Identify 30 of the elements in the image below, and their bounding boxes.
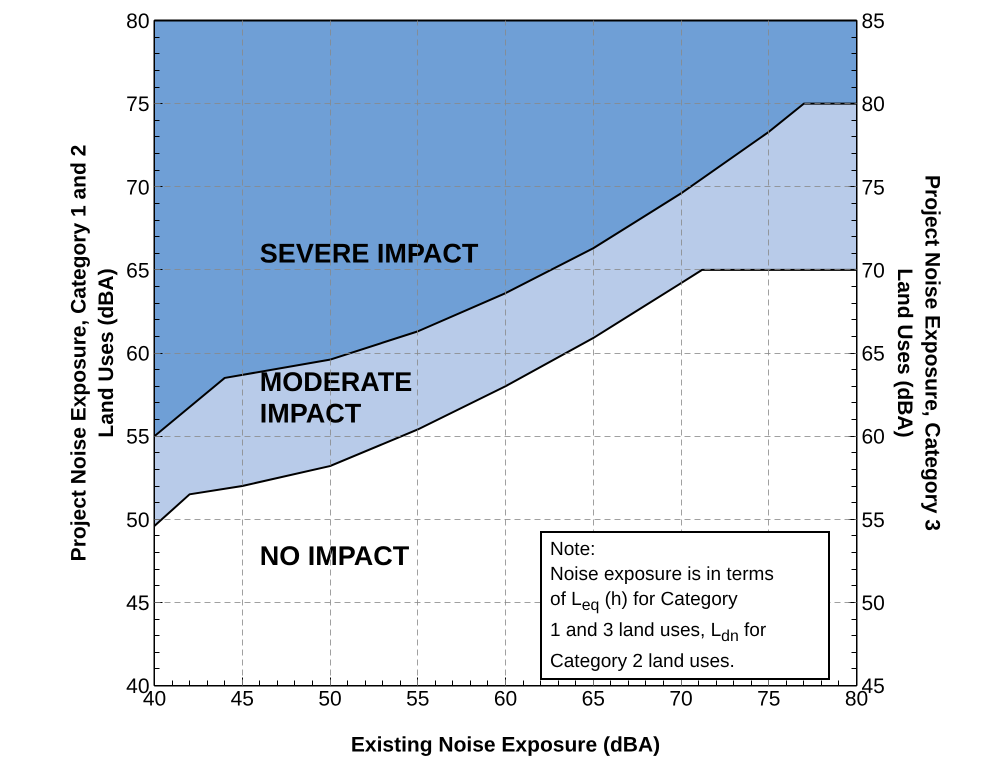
y-tick-label: 60 bbox=[126, 342, 150, 366]
note-box: Note: Noise exposure is in terms of L$_{eq}$ (h) for Category 1 and 3 land uses, L$_{dn}$ for Category 2 land uses. bbox=[540, 531, 830, 680]
x-axis-title: Existing Noise Exposure (dBA) bbox=[350, 734, 660, 756]
x-tick-label: 50 bbox=[318, 688, 342, 710]
y-tick-label: 55 bbox=[126, 426, 150, 449]
y2-axis-title: Project Noise Exposure, Category 3 Land Uses (dBA) bbox=[892, 175, 944, 531]
x-tick-label: 55 bbox=[406, 688, 430, 710]
y2-tick-label: 65 bbox=[862, 342, 885, 366]
y2-tick-label: 55 bbox=[862, 508, 885, 532]
y-tick-label: 45 bbox=[126, 592, 150, 615]
y-tick-label: 50 bbox=[126, 508, 150, 532]
y2-tick-label: 75 bbox=[862, 176, 885, 200]
x-tick-label: 65 bbox=[582, 688, 605, 710]
annotation: MODERATE IMPACT bbox=[260, 367, 412, 429]
y-tick-label: 75 bbox=[126, 93, 150, 116]
y-tick-label: 70 bbox=[126, 176, 150, 200]
x-tick-label: 75 bbox=[757, 688, 780, 710]
y2-tick-label: 85 bbox=[862, 10, 885, 33]
y2-tick-label: 60 bbox=[862, 426, 885, 449]
y2-tick-label: 80 bbox=[862, 93, 885, 116]
y-axis-title: Project Noise Exposure, Category 1 and 2 Land Uses (dBA) bbox=[68, 144, 118, 562]
x-tick-label: 60 bbox=[494, 688, 518, 710]
x-tick-label: 70 bbox=[669, 688, 693, 710]
y2-tick-label: 70 bbox=[862, 259, 885, 282]
annotation: NO IMPACT bbox=[260, 540, 410, 571]
y-tick-label: 65 bbox=[126, 259, 150, 282]
y2-tick-label: 50 bbox=[862, 592, 885, 615]
y-tick-label: 80 bbox=[126, 10, 150, 33]
annotation: SEVERE IMPACT bbox=[260, 238, 479, 268]
x-tick-label: 45 bbox=[230, 688, 254, 710]
